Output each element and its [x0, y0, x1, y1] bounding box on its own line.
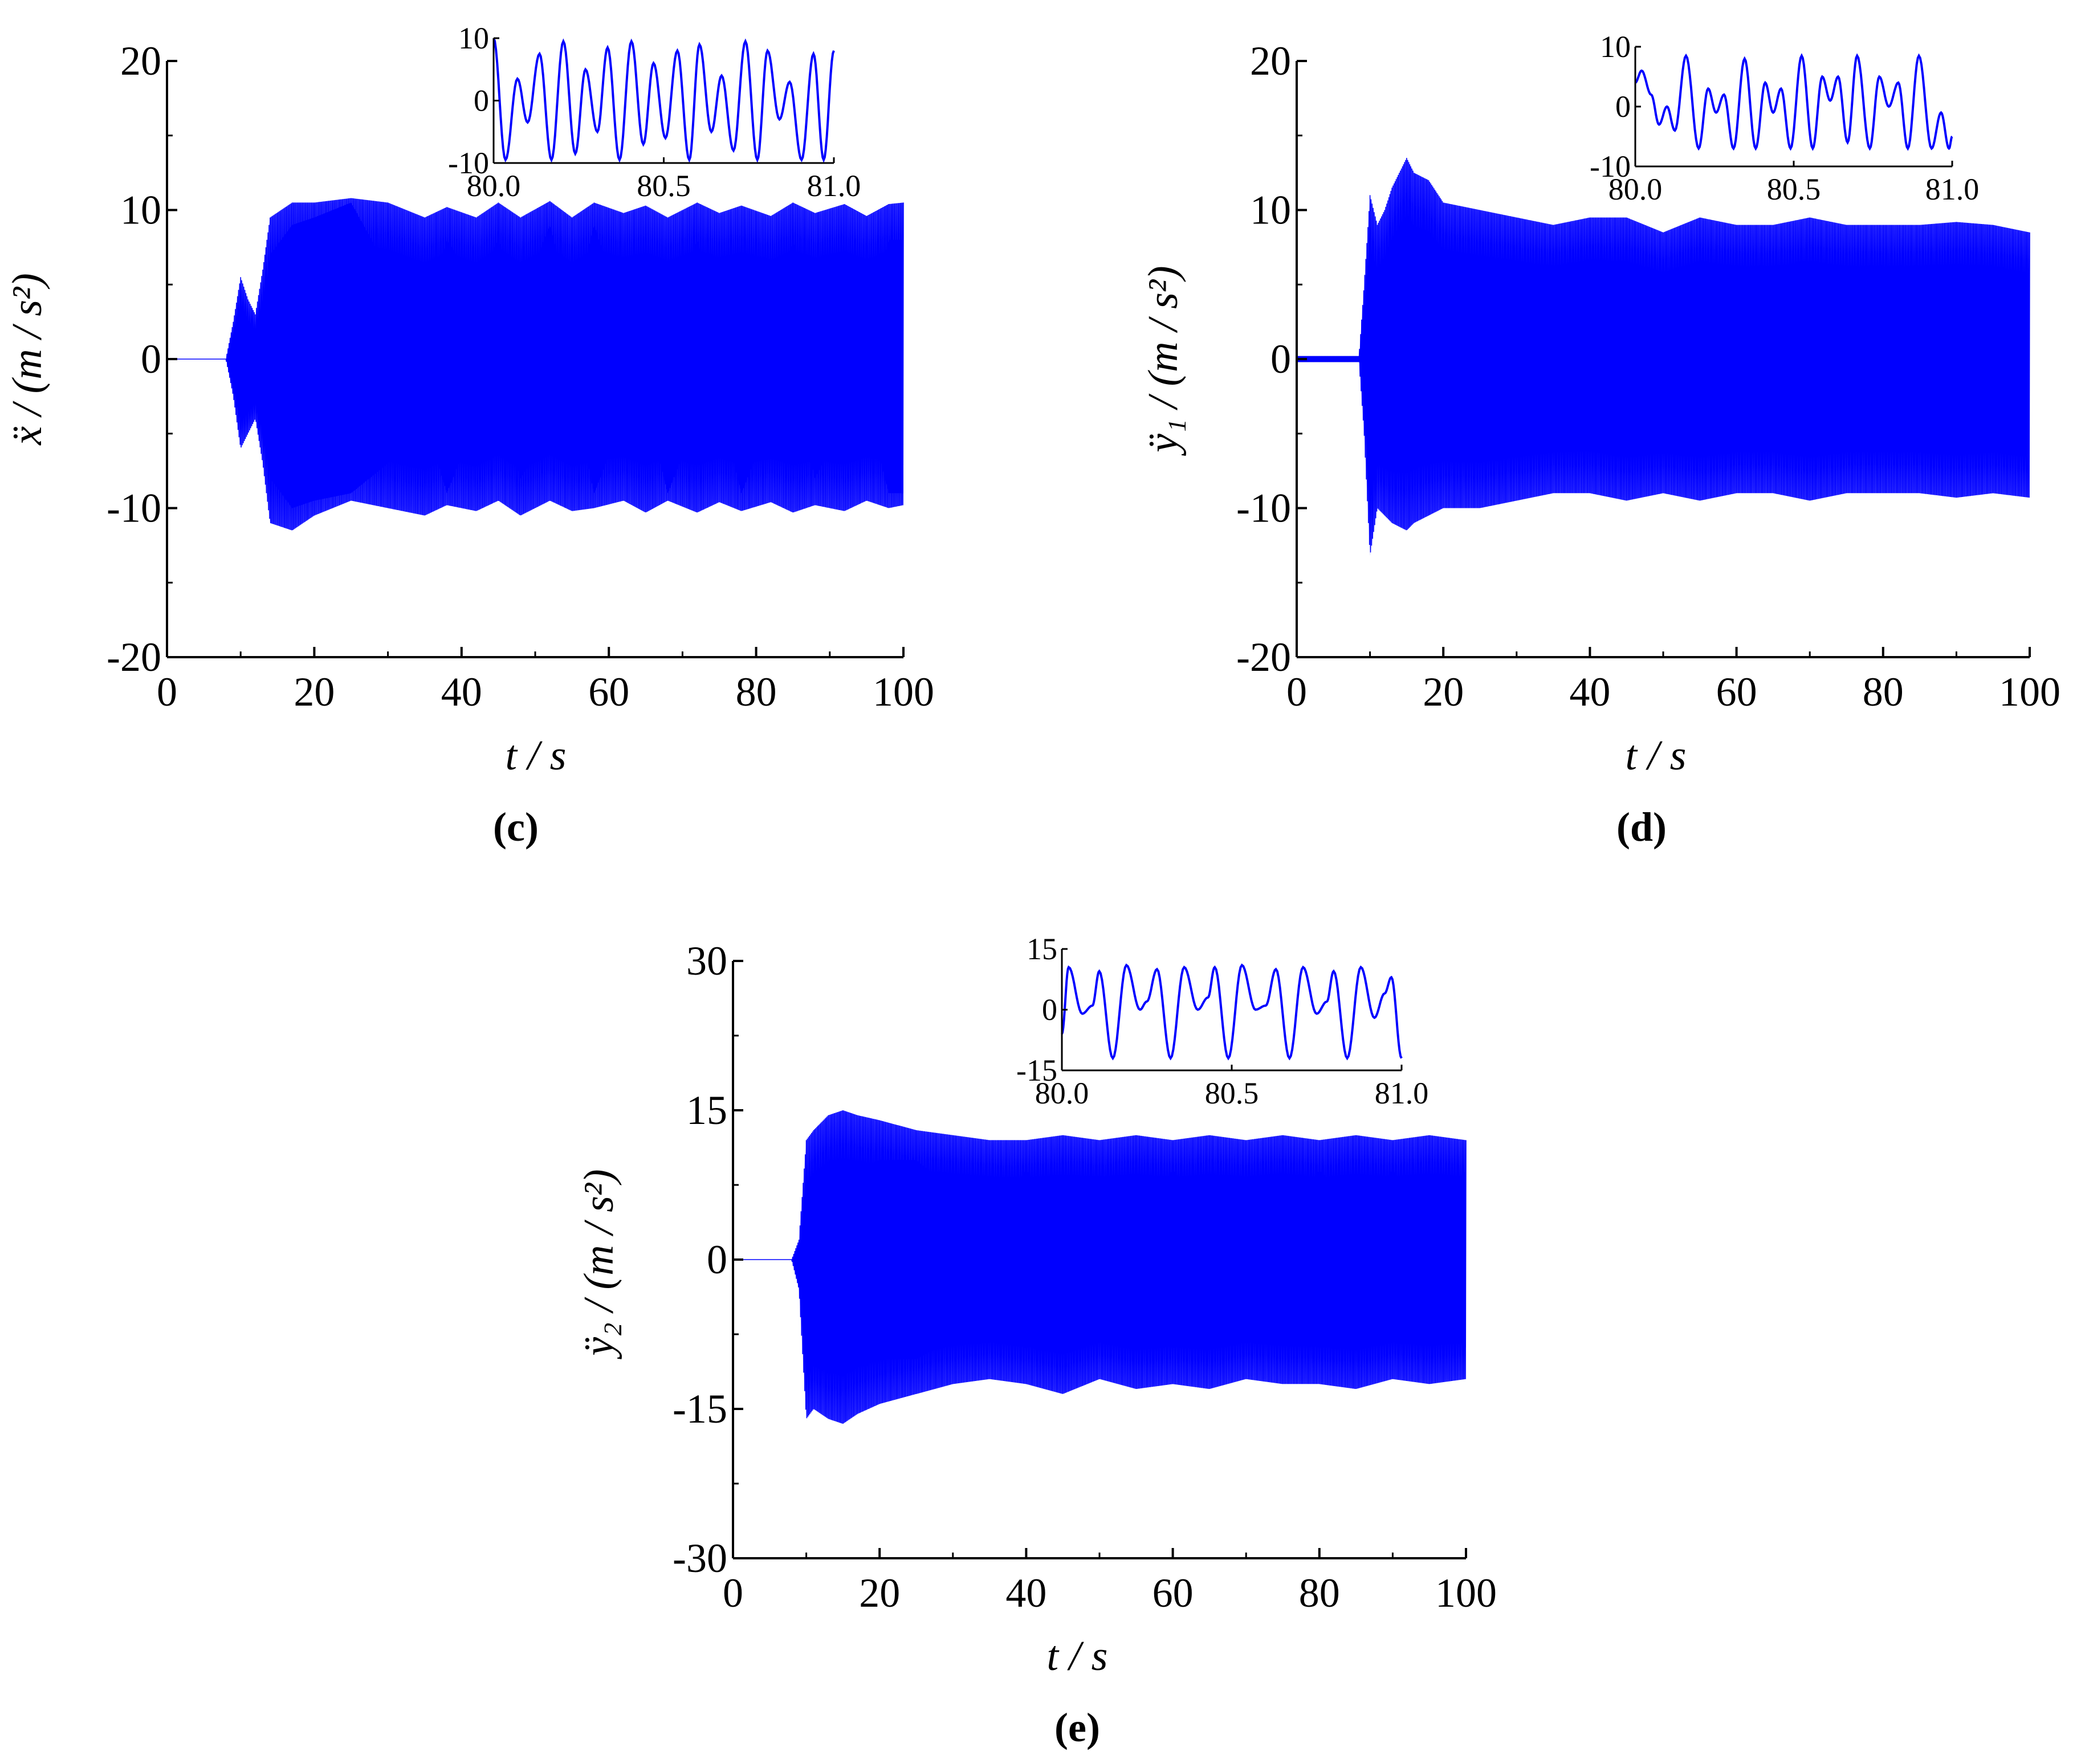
y-tick-label: -10 [107, 486, 161, 531]
y-tick-label: 0 [707, 1237, 727, 1282]
x-tick-label: 100 [1435, 1570, 1497, 1616]
inset-background [1062, 949, 1402, 1070]
inset-x-tick-label: 80.0 [1608, 172, 1663, 206]
x-tick-label: 20 [294, 669, 335, 715]
y-tick-label: -30 [673, 1535, 727, 1581]
y-tick-label: -15 [673, 1386, 727, 1432]
y-tick-label: 30 [686, 938, 727, 984]
inset-chart: -10 0 10 80.0 80.5 81.0 [448, 21, 861, 203]
inset-x-tick-label: 80.5 [637, 169, 691, 203]
y-tick-label: -20 [1236, 634, 1291, 680]
inset-x-tick-label: 80.0 [467, 169, 521, 203]
inset-signal-line [492, 38, 835, 163]
inset-x-tick-label: 80.5 [1205, 1076, 1259, 1110]
inset-y-tick-label: 10 [1600, 30, 1631, 64]
inset-background [494, 38, 834, 163]
x-tick-label: 80 [1863, 669, 1904, 715]
y-tick-label: 20 [1250, 38, 1291, 84]
inset-y-tick-label: 10 [458, 21, 489, 55]
x-tick-label: 80 [736, 669, 777, 715]
panel-label: (e) [1054, 1705, 1100, 1750]
inset-y-tick-label: 15 [1027, 932, 1057, 966]
x-tick-label: 0 [723, 1570, 743, 1616]
inset-chart: -15 0 15 80.0 80.5 81.0 [1016, 932, 1428, 1110]
x-tick-label: 40 [441, 669, 482, 715]
x-tick-label: 100 [873, 669, 934, 715]
x-axis-title: t / s [506, 732, 567, 779]
x-tick-label: 40 [1569, 669, 1610, 715]
signal-core [167, 202, 903, 508]
inset-y-tick-label: -15 [1016, 1053, 1057, 1087]
y-tick-label: 0 [1270, 336, 1291, 382]
inset-y-tick-label: -10 [448, 146, 489, 180]
inset-y-tick-label: -10 [1590, 149, 1631, 184]
y-axis-title: ẍ / (m / s²) [4, 273, 51, 446]
x-tick-label: 60 [1153, 1570, 1194, 1616]
x-tick-label: 0 [1286, 669, 1307, 715]
inset-signal-line [1061, 963, 1403, 1061]
y-tick-label: -10 [1236, 486, 1291, 531]
chart-panel-e: -30 -15 0 15 30 0 20 40 60 80 100 t / s ÿ₂ / (m / s²… [576, 932, 1497, 1750]
inset-x-tick-label: 81.0 [1925, 172, 1980, 206]
x-tick-label: 20 [1423, 669, 1464, 715]
y-tick-label: 0 [141, 336, 161, 382]
inset-chart: -10 0 10 80.0 80.5 81.0 [1590, 30, 1979, 206]
y-axis-title: ÿ₁ / (m / s²) [1140, 266, 1187, 456]
y-tick-label: -20 [107, 634, 161, 680]
inset-y-tick-label: 0 [1615, 89, 1631, 124]
inset-x-tick-label: 81.0 [1375, 1076, 1429, 1110]
y-tick-label: 10 [1250, 188, 1291, 233]
inset-x-tick-label: 81.0 [807, 169, 861, 203]
y-axis-title: ÿ₂ / (m / s²) [576, 1169, 622, 1359]
y-tick-label: 10 [120, 188, 161, 233]
signal-core [1297, 254, 2030, 463]
inset-y-tick-label: 0 [474, 84, 489, 118]
inset-x-tick-label: 80.5 [1767, 172, 1821, 206]
x-tick-label: 100 [1999, 669, 2060, 715]
x-axis-title: t / s [1626, 732, 1687, 779]
inset-y-tick-label: 0 [1042, 993, 1057, 1027]
y-tick-label: 20 [120, 38, 161, 84]
x-tick-label: 60 [1716, 669, 1757, 715]
inset-x-tick-label: 80.0 [1035, 1076, 1089, 1110]
signal-core [733, 1160, 1466, 1359]
x-tick-label: 20 [859, 1570, 900, 1616]
x-tick-label: 0 [157, 669, 177, 715]
x-tick-label: 80 [1299, 1570, 1340, 1616]
x-tick-label: 40 [1005, 1570, 1046, 1616]
y-tick-label: 15 [686, 1087, 727, 1133]
x-axis-title: t / s [1047, 1633, 1108, 1680]
panel-label: (c) [493, 804, 539, 850]
inset-signal-line [1635, 53, 1953, 151]
x-tick-label: 60 [588, 669, 629, 715]
panel-label: (d) [1616, 804, 1667, 850]
